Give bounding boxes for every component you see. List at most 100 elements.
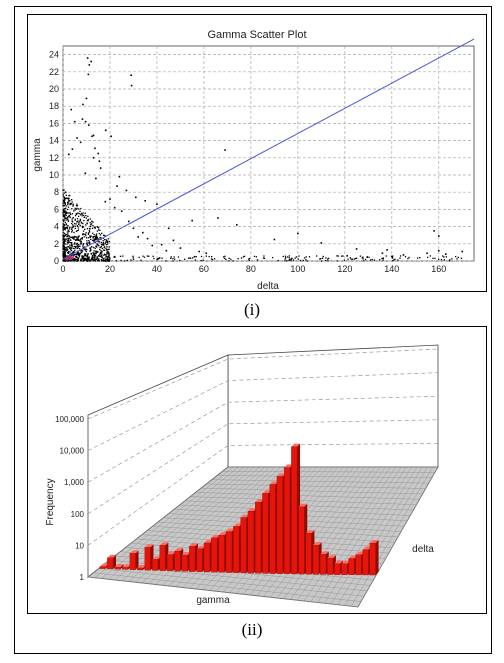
scatter-point [69, 247, 71, 249]
scatter-point [64, 203, 67, 205]
scatter-point [82, 247, 84, 249]
scatter-point [73, 253, 76, 256]
scatter-point [351, 258, 354, 260]
scatter-point [64, 214, 66, 216]
scatter-point [88, 124, 90, 126]
scatter-point [132, 257, 134, 259]
scatter-point [64, 202, 66, 205]
scatter-point [83, 216, 85, 218]
scatter-point [426, 252, 428, 255]
scatter-point [157, 257, 160, 260]
frequency-bar [291, 446, 298, 575]
scatter-point [67, 202, 70, 204]
x-tick-label: 20 [105, 264, 115, 274]
scatter-point [101, 247, 103, 250]
scatter-point [100, 242, 102, 244]
scatter-point [107, 256, 109, 258]
scatter-point [113, 206, 116, 209]
scatter-point [70, 258, 73, 260]
scatter-point [79, 219, 82, 221]
bar-top [211, 534, 221, 538]
scatter-point [95, 245, 97, 247]
y-tick-label: 8 [54, 187, 59, 197]
scatter-point [72, 258, 74, 261]
scatter-point [85, 215, 87, 217]
scatter-point [76, 205, 79, 207]
scatter-point [70, 253, 72, 255]
scatter-point [74, 242, 76, 244]
scatter-point [78, 221, 80, 224]
frequency-bar [152, 559, 159, 571]
scatter-point [69, 251, 71, 253]
scatter-point [64, 233, 66, 235]
scatter-point [67, 216, 69, 218]
scatter-point [146, 237, 149, 240]
scatter-point [78, 212, 80, 215]
scatter-point [362, 258, 364, 260]
scatter-point [75, 223, 77, 225]
scatter-point [228, 260, 230, 262]
scatter-point [93, 258, 95, 260]
scatter-point [67, 224, 69, 227]
scatter-point [64, 247, 66, 249]
scatter-point [123, 260, 126, 262]
bar-top [152, 556, 161, 560]
scatter-point [80, 222, 83, 224]
scatter-point [93, 259, 95, 261]
scatter-point [82, 245, 84, 247]
scatter-point [99, 234, 102, 236]
bar-top [312, 542, 322, 546]
scatter-point [93, 259, 96, 262]
scatter-point [71, 201, 73, 203]
scatter-point [64, 197, 66, 200]
scatter-point [394, 258, 396, 260]
scatter-point [85, 248, 87, 250]
scatter-point [107, 240, 109, 242]
scatter-point [100, 243, 103, 246]
scatter-point [443, 256, 445, 258]
scatter-point [90, 60, 92, 63]
frequency-bar [189, 546, 196, 572]
scatter-point [62, 229, 64, 231]
scatter-point [79, 141, 82, 144]
x-tick-label: 80 [246, 264, 256, 274]
scatter-point [72, 225, 74, 227]
frequency-bar [327, 558, 334, 575]
scatter-point [75, 260, 78, 262]
scatter-point [116, 185, 118, 187]
bar-top [362, 546, 372, 550]
scatter-point [308, 256, 311, 258]
scatter-point [70, 246, 72, 248]
scatter-point [87, 253, 89, 255]
scatter-point [95, 246, 98, 248]
scatter-point [433, 230, 435, 232]
scatter-point [87, 232, 90, 235]
scatter-point [68, 237, 70, 240]
scatter-point [67, 204, 69, 206]
frequency-tick-label: 1 [80, 573, 85, 582]
scatter-point [94, 241, 97, 244]
scatter-point [386, 249, 388, 251]
scatter-point [84, 255, 87, 257]
scatter-point [191, 257, 194, 259]
gamma-axis-label: gamma [196, 595, 230, 606]
scatter-point [354, 257, 357, 260]
scatter-point [263, 255, 265, 257]
frequency-bar [255, 502, 262, 574]
scatter-point [83, 233, 85, 236]
frequency-tick-labels: 1 10 100 1,000 10,000 100,000 [55, 415, 84, 582]
scatter-point [159, 257, 161, 259]
scatter-point [248, 259, 250, 262]
scatter-point [75, 253, 78, 256]
scatter-point [103, 246, 106, 248]
scatter-point [80, 207, 82, 210]
3d-bar-chart: 1 10 100 1,000 10,000 100,000 Frequency gamma… [28, 327, 486, 613]
scatter-point [153, 257, 155, 260]
scatter-point [89, 222, 91, 224]
scatter-point [64, 229, 66, 231]
y-tick-label: 16 [49, 118, 59, 128]
scatter-point [242, 256, 245, 258]
frequency-tick-label: 1,000 [64, 478, 85, 487]
frequency-bar [166, 554, 173, 572]
scatter-point [89, 248, 92, 250]
